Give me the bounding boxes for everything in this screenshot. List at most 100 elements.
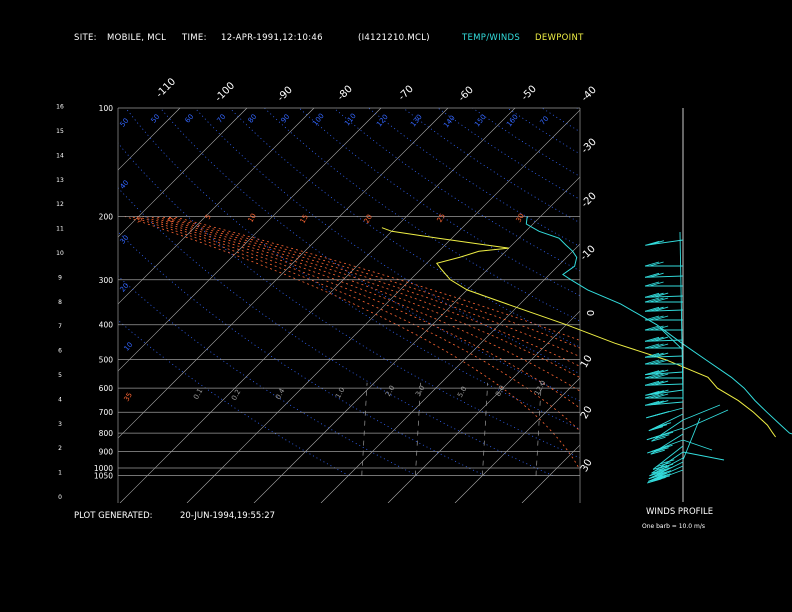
height-tick-label: 13 bbox=[56, 177, 64, 184]
mixing-ratio-label: 5.0 bbox=[456, 385, 468, 399]
height-tick-label: 16 bbox=[56, 104, 64, 111]
wind-barb-flag bbox=[654, 292, 669, 298]
height-tick-label: 2 bbox=[58, 445, 62, 452]
dry-adiabat-label: 40 bbox=[119, 179, 131, 191]
height-tick-label: 8 bbox=[58, 299, 62, 306]
dry-adiabat-label: 70 bbox=[539, 115, 551, 127]
dry-adiabat-label: 50 bbox=[150, 113, 162, 125]
wind-barb bbox=[679, 231, 684, 401]
dry-adiabat-label: 70 bbox=[216, 113, 228, 125]
pressure-tick-label: 200 bbox=[99, 212, 114, 221]
wind-barb-flag bbox=[654, 369, 669, 375]
dry-adiabat-label: 60 bbox=[184, 113, 196, 125]
wind-barb-flag bbox=[649, 343, 664, 349]
mixing-ratio-line bbox=[690, 383, 695, 476]
dry-adiabat-label: 50 bbox=[119, 117, 131, 129]
dry-adiabat-line bbox=[118, 275, 417, 476]
wind-barb-flag bbox=[656, 462, 671, 468]
dry-adiabat-label: 140 bbox=[442, 114, 457, 129]
wind-barb-flag bbox=[653, 373, 669, 379]
moist-adiabat-label: -5 bbox=[134, 215, 144, 225]
legend-temp: TEMP/WINDS bbox=[462, 33, 521, 43]
wind-barb-flag bbox=[651, 468, 666, 474]
mixing-ratio-line bbox=[724, 383, 729, 476]
mixing-ratio-label: 0.2 bbox=[230, 388, 242, 402]
dry-adiabat-line bbox=[118, 142, 580, 459]
wind-barb-flag bbox=[654, 400, 669, 405]
isotherm-label: -110 bbox=[154, 76, 178, 100]
isotherm-label: -30 bbox=[580, 137, 599, 156]
wind-barb bbox=[651, 451, 684, 474]
dry-adiabat-label: 130 bbox=[409, 113, 424, 128]
wind-barb-flag bbox=[649, 373, 664, 379]
wind-barb-flag bbox=[649, 336, 664, 342]
isotherm-line bbox=[387, 310, 580, 503]
plot-area bbox=[0, 108, 792, 503]
dry-adiabat-line bbox=[118, 231, 485, 476]
pressure-tick-label: 1050 bbox=[94, 472, 113, 481]
wind-barb-flag bbox=[656, 473, 671, 479]
mixing-ratio-label: 3.0 bbox=[414, 384, 426, 398]
isotherm-label: -10 bbox=[579, 244, 598, 263]
legend-dewpoint: DEWPOINT bbox=[535, 33, 584, 43]
wind-barb-flag bbox=[652, 464, 668, 470]
pressure-tick-label: 400 bbox=[99, 321, 114, 330]
dry-adiabat-line bbox=[507, 108, 580, 155]
dry-adiabat-line bbox=[646, 108, 792, 476]
isotherm-label: 0 bbox=[584, 310, 595, 316]
wind-barb-flag bbox=[654, 336, 669, 342]
wind-barb-flag bbox=[654, 411, 670, 416]
dry-adiabat-line bbox=[333, 108, 580, 272]
dry-adiabat-line bbox=[402, 108, 580, 224]
moist-adiabat-line bbox=[136, 216, 580, 409]
wind-barb-flag bbox=[644, 272, 660, 278]
dry-adiabat-label: 90 bbox=[280, 113, 292, 125]
wind-barb-flag bbox=[660, 459, 675, 465]
site-label: SITE: bbox=[74, 33, 97, 43]
wind-barb-flag bbox=[655, 434, 670, 440]
dry-adiabat-label: 150 bbox=[473, 113, 488, 128]
wind-barb-flag bbox=[653, 393, 669, 399]
wind-barb-flag bbox=[649, 315, 664, 321]
wind-barb-flag bbox=[649, 261, 664, 267]
winds-profile-note: One barb = 10.0 m/s bbox=[642, 523, 705, 530]
wind-barb-flag bbox=[644, 373, 660, 379]
wind-barb-flag bbox=[645, 240, 660, 246]
wind-barb-flag bbox=[653, 325, 669, 331]
mixing-ratio-label: 0.1 bbox=[192, 387, 204, 401]
isotherm-label: 30 bbox=[579, 457, 595, 474]
moist-adiabat-line bbox=[130, 216, 580, 432]
wind-barb-flag bbox=[658, 431, 674, 437]
wind-barb bbox=[682, 451, 725, 461]
height-tick-label: 5 bbox=[58, 372, 62, 379]
wind-barb-flag bbox=[649, 325, 664, 331]
wind-barb-flag bbox=[652, 475, 667, 481]
wind-barb-flag bbox=[654, 380, 669, 386]
moist-adiabat-label: 0 bbox=[167, 216, 176, 224]
isotherm-line bbox=[656, 108, 792, 503]
plot-generated-value: 20-JUN-1994,19:55:27 bbox=[180, 511, 276, 521]
isotherm-line bbox=[118, 108, 315, 305]
time-label: TIME: bbox=[182, 33, 207, 43]
winds-profile-title: WINDS PROFILE bbox=[646, 507, 714, 517]
site-value: MOBILE, MCL bbox=[107, 33, 167, 43]
isotherm-line bbox=[118, 108, 248, 238]
wind-barb bbox=[682, 439, 713, 451]
dry-adiabat-label: 10 bbox=[123, 341, 135, 353]
height-tick-label: 15 bbox=[56, 128, 64, 135]
dry-adiabat-line bbox=[472, 108, 580, 177]
file-id: (I4121210.MCL) bbox=[358, 33, 430, 43]
dry-adiabat-line bbox=[611, 108, 792, 476]
wind-barb-flag bbox=[644, 325, 660, 331]
moist-adiabat-label: 10 bbox=[247, 212, 258, 224]
isotherm-label: -50 bbox=[520, 84, 539, 103]
dry-adiabat-label: 80 bbox=[247, 113, 259, 125]
wind-barb-flag bbox=[649, 380, 664, 386]
wind-barb-flag bbox=[654, 306, 669, 312]
wind-barb-flag bbox=[644, 292, 660, 298]
wind-barb-flag bbox=[654, 389, 669, 395]
height-tick-label: 10 bbox=[56, 250, 64, 257]
wind-barb-flag bbox=[648, 426, 663, 432]
isotherm-line bbox=[119, 108, 516, 503]
isotherm-line bbox=[0, 108, 46, 503]
